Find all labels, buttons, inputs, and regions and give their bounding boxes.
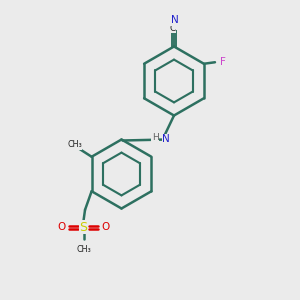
Text: O: O bbox=[102, 222, 110, 232]
Text: F: F bbox=[220, 57, 225, 67]
Text: CH₃: CH₃ bbox=[76, 245, 91, 254]
Text: N: N bbox=[162, 134, 170, 145]
Text: C: C bbox=[169, 24, 175, 33]
Text: N: N bbox=[171, 15, 178, 26]
Text: H: H bbox=[152, 134, 158, 142]
Text: S: S bbox=[80, 221, 88, 234]
Text: O: O bbox=[57, 222, 65, 232]
Text: CH₃: CH₃ bbox=[67, 140, 82, 149]
